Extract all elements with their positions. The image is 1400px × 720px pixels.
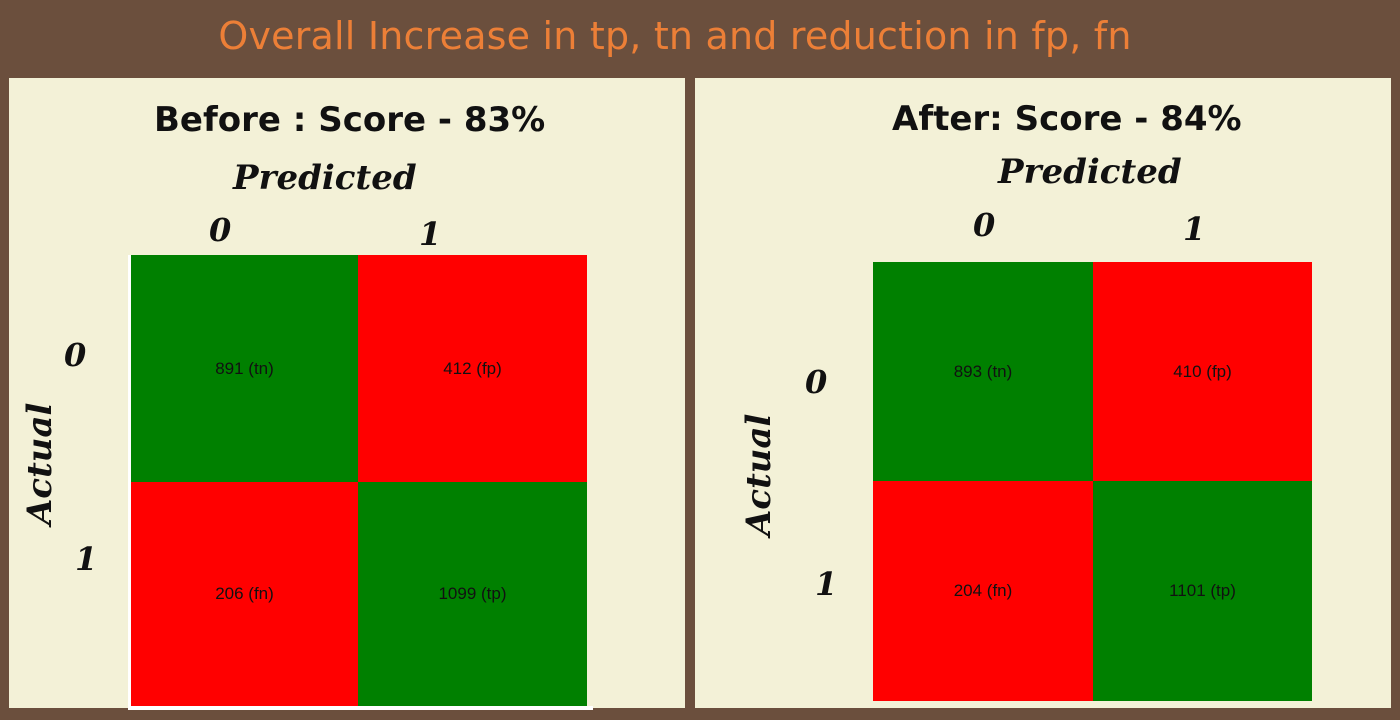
before-cell-fn-value: 206 (fn) bbox=[215, 584, 274, 603]
before-x-tick-1: 1 bbox=[419, 215, 442, 253]
after-x-tick-0: 0 bbox=[973, 206, 996, 244]
before-cell-fn: 206 (fn) bbox=[131, 482, 358, 706]
before-cell-tp: 1099 (tp) bbox=[358, 482, 587, 706]
after-cell-tp: 1101 (tp) bbox=[1093, 481, 1312, 701]
after-y-tick-0: 0 bbox=[805, 363, 828, 401]
before-panel: Before : Score - 83% Predicted 0 1 0 1 A… bbox=[9, 78, 685, 710]
after-cell-tn: 893 (tn) bbox=[873, 262, 1093, 481]
before-y-tick-1: 1 bbox=[75, 540, 98, 578]
before-matrix-bottom-edge bbox=[128, 706, 593, 710]
before-cell-tn-value: 891 (tn) bbox=[215, 358, 274, 378]
before-predicted-label: Predicted bbox=[233, 158, 417, 198]
after-cell-fp: 410 (fp) bbox=[1093, 262, 1312, 481]
before-title: Before : Score - 83% bbox=[154, 100, 546, 140]
after-predicted-label: Predicted bbox=[998, 152, 1182, 192]
after-y-tick-1: 1 bbox=[815, 565, 838, 603]
after-cell-fp-value: 410 (fp) bbox=[1173, 361, 1232, 381]
before-matrix-left-edge bbox=[128, 255, 131, 710]
after-panel: After: Score - 84% Predicted 0 1 0 1 Act… bbox=[695, 78, 1391, 708]
after-cell-tp-value: 1101 (tp) bbox=[1169, 581, 1236, 600]
after-x-tick-1: 1 bbox=[1183, 210, 1206, 248]
after-cell-tn-value: 893 (tn) bbox=[953, 361, 1013, 381]
before-cell-tn: 891 (tn) bbox=[131, 255, 358, 482]
main-title: Overall Increase in tp, tn and reduction… bbox=[218, 14, 1132, 58]
after-cell-fn-value: 204 (fn) bbox=[953, 581, 1013, 600]
before-x-tick-0: 0 bbox=[209, 211, 232, 249]
after-cell-fn: 204 (fn) bbox=[873, 481, 1093, 701]
before-cell-fp-value: 412 (fp) bbox=[443, 358, 502, 378]
after-title: After: Score - 84% bbox=[892, 99, 1242, 139]
before-y-tick-0: 0 bbox=[64, 336, 87, 374]
before-cell-tp-value: 1099 (tp) bbox=[438, 584, 507, 603]
before-actual-label: Actual bbox=[20, 402, 60, 525]
after-actual-label: Actual bbox=[739, 413, 779, 536]
before-cell-fp: 412 (fp) bbox=[358, 255, 587, 482]
